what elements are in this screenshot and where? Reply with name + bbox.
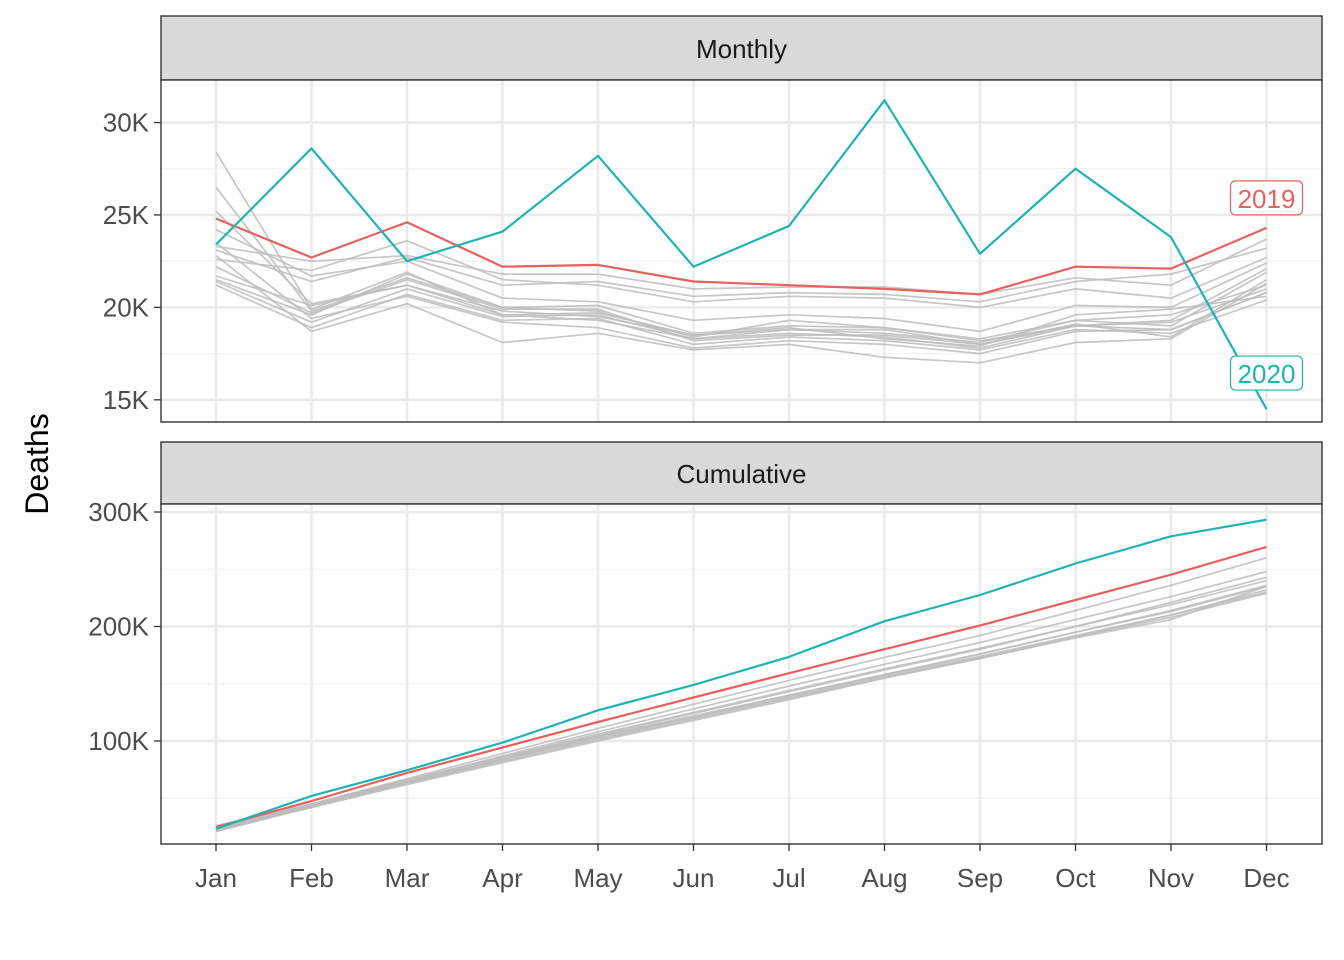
x-tick-label-oct: Oct — [1055, 863, 1096, 893]
monthly-panel-border — [160, 79, 1323, 423]
background-year-line — [215, 585, 1267, 830]
monthly-plot-area — [161, 80, 1322, 422]
y-tick-label: 30K — [103, 108, 150, 138]
cumulative-panel-border — [160, 503, 1323, 845]
background-year-line — [215, 284, 1267, 351]
x-tick-label-jan: Jan — [195, 863, 237, 893]
cumulative-strip-title: Cumulative — [676, 459, 806, 489]
x-tick-label-nov: Nov — [1148, 863, 1194, 893]
y-tick-label: 20K — [103, 292, 150, 322]
x-axis: Jan Feb Mar Apr May Jun Jul Aug Sep Oct Nov Dec — [195, 844, 1290, 893]
background-year-line — [215, 267, 1267, 346]
background-year-line — [215, 556, 1267, 832]
x-tick-label-feb: Feb — [289, 863, 334, 893]
series-line-2020-monthly — [215, 99, 1268, 410]
series-label-2020: 2020 — [1238, 359, 1296, 389]
series-label-2019: 2019 — [1238, 184, 1296, 214]
background-year-line — [215, 238, 1267, 296]
background-year-line — [215, 273, 1267, 340]
facet-panels: Monthly 15K 20K 25K 30K 2019 2020 Cumulative 100… — [88, 15, 1323, 845]
background-year-line — [215, 584, 1267, 832]
y-tick-label: 300K — [88, 497, 149, 527]
series-line-2019-monthly — [215, 217, 1267, 296]
monthly-strip — [160, 15, 1323, 81]
background-year-line — [215, 239, 1267, 309]
cumulative-strip — [160, 441, 1323, 505]
monthly-strip-title: Monthly — [696, 34, 787, 64]
x-tick-label-dec: Dec — [1243, 863, 1289, 893]
series-label-box-2019 — [1229, 180, 1304, 216]
series-label-box-2020 — [1229, 355, 1304, 391]
background-year-line — [215, 579, 1267, 830]
background-year-line — [215, 247, 1267, 303]
background-year-line — [215, 151, 1267, 344]
y-tick-label: 25K — [103, 200, 150, 230]
x-tick-label-jul: Jul — [772, 863, 805, 893]
y-tick-label: 200K — [88, 611, 149, 641]
y-tick-label: 100K — [88, 726, 149, 756]
background-year-line — [215, 228, 1267, 333]
cumulative-panel: Cumulative 100K 200K 300K — [88, 441, 1323, 845]
x-tick-label-may: May — [573, 863, 622, 893]
x-tick-label-sep: Sep — [957, 863, 1003, 893]
series-line-2019-cumulative — [215, 545, 1267, 829]
y-tick-label: 15K — [103, 385, 150, 415]
monthly-panel: Monthly 15K 20K 25K 30K 2019 2020 — [103, 15, 1323, 423]
background-year-line — [215, 280, 1267, 349]
y-axis-title: Deaths — [19, 413, 55, 514]
x-tick-label-aug: Aug — [861, 863, 907, 893]
x-tick-label-mar: Mar — [385, 863, 430, 893]
x-tick-label-jun: Jun — [673, 863, 715, 893]
series-line-2020-cumulative — [215, 518, 1267, 830]
background-year-line — [215, 570, 1267, 833]
x-tick-label-apr: Apr — [482, 863, 523, 893]
background-year-line — [215, 254, 1267, 364]
background-year-line — [215, 589, 1267, 833]
